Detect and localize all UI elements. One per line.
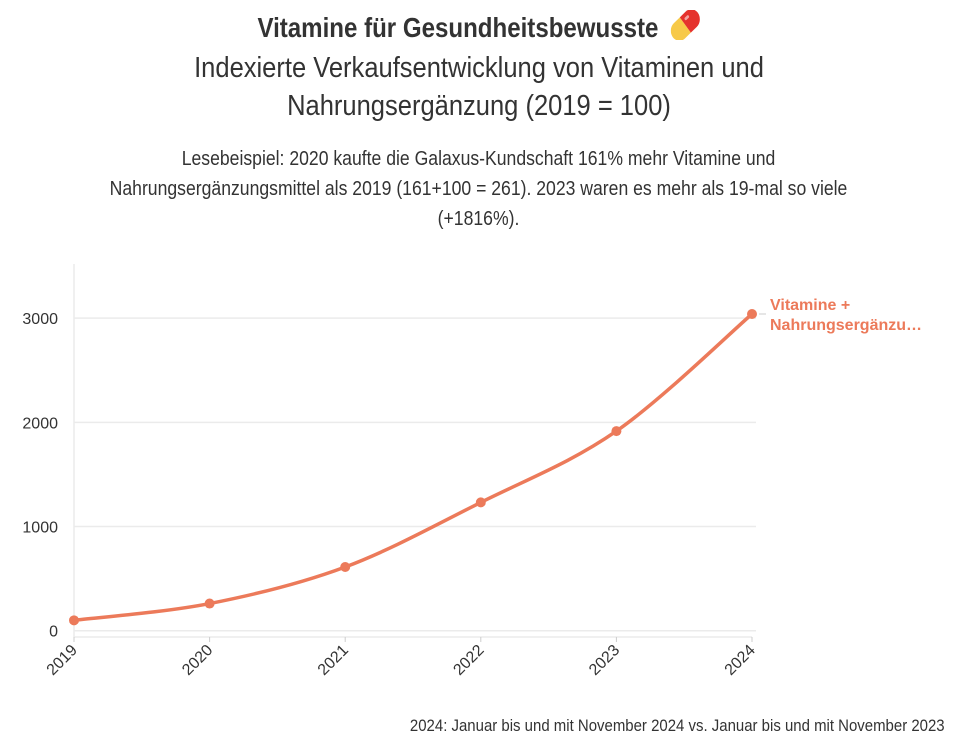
x-axis-ticks: 2019 2020 2021 2022 2023 2024 bbox=[44, 637, 759, 679]
y-tick-label: 3000 bbox=[22, 311, 58, 328]
series-line bbox=[72, 312, 754, 623]
data-point-2021 bbox=[340, 561, 351, 572]
data-point-2023 bbox=[611, 426, 622, 437]
chart-title: Vitamine für Gesundheitsbewusste bbox=[257, 12, 659, 43]
x-tick-label: 2023 bbox=[586, 642, 623, 679]
pill-icon bbox=[670, 9, 700, 49]
chart-description: Lesebeispiel: 2020 kaufte die Galaxus-Ku… bbox=[20, 144, 937, 234]
data-point-2019 bbox=[69, 615, 79, 626]
grid-lines bbox=[74, 317, 756, 632]
data-point-2022 bbox=[475, 497, 486, 508]
chart-description-text: Lesebeispiel: 2020 kaufte die Galaxus-Ku… bbox=[109, 148, 848, 230]
series-label: Nahrungsergänzu… bbox=[770, 317, 922, 334]
y-axis-ticks: 0 1000 2000 3000 bbox=[22, 311, 58, 641]
data-points bbox=[69, 309, 757, 626]
series-labels: Vitamine + Nahrungsergänzu… bbox=[759, 297, 922, 334]
y-tick-label: 0 bbox=[49, 624, 58, 641]
series-lines bbox=[72, 312, 754, 623]
x-tick-label: 2021 bbox=[315, 642, 352, 679]
x-tick-label: 2020 bbox=[179, 642, 216, 679]
chart-title-row: Vitamine für Gesundheitsbewusste bbox=[67, 9, 890, 49]
chart-footnote: 2024: Januar bis und mit November 2024 v… bbox=[410, 716, 945, 735]
chart-subtitle: Indexierte Verkaufsentwicklung von Vitam… bbox=[193, 52, 764, 123]
x-tick-label: 2024 bbox=[722, 642, 759, 679]
chart-header: Vitamine für Gesundheitsbewusste Indexie… bbox=[0, 9, 957, 125]
data-point-2024 bbox=[747, 309, 757, 320]
x-tick-label: 2019 bbox=[44, 642, 81, 679]
axes bbox=[73, 264, 752, 638]
data-point-2020 bbox=[204, 598, 215, 609]
y-tick-label: 1000 bbox=[22, 520, 58, 537]
series-label: Vitamine + bbox=[770, 297, 850, 314]
x-tick-label: 2022 bbox=[450, 642, 487, 679]
y-tick-label: 2000 bbox=[22, 415, 58, 432]
